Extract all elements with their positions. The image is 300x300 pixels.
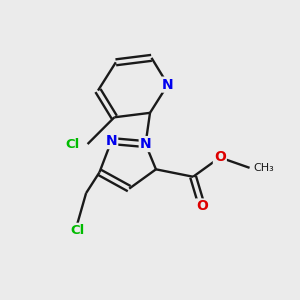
- Text: O: O: [196, 200, 208, 214]
- Text: CH₃: CH₃: [253, 163, 274, 173]
- Text: O: O: [214, 150, 226, 164]
- Text: N: N: [140, 137, 152, 151]
- Text: Cl: Cl: [70, 224, 84, 237]
- Text: N: N: [106, 134, 117, 148]
- Text: N: N: [162, 78, 174, 92]
- Text: Cl: Cl: [65, 138, 79, 151]
